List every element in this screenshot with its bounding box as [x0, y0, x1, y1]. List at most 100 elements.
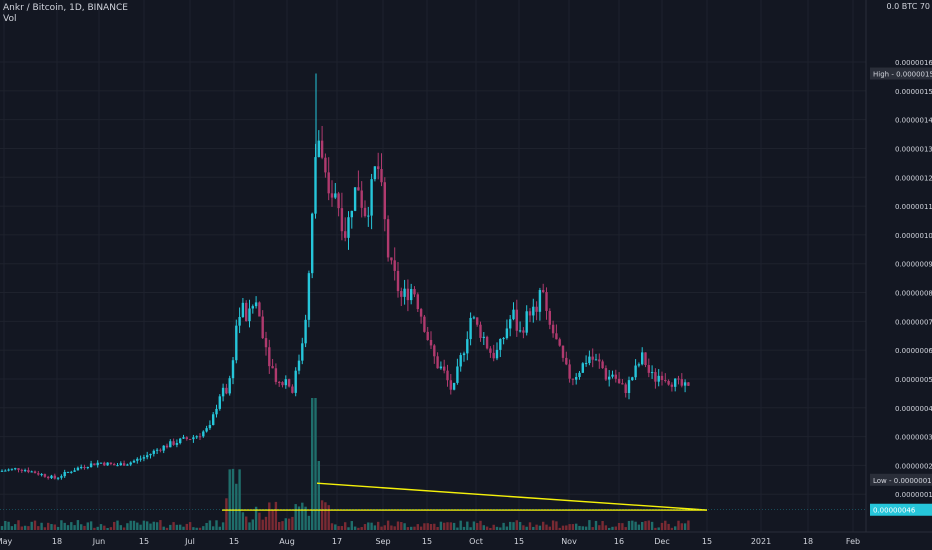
candle-body — [20, 469, 23, 471]
candle-body — [337, 193, 340, 209]
volume-bar — [568, 524, 571, 530]
candle-body — [479, 324, 482, 338]
candle-body — [584, 363, 588, 365]
x-tick-label: 18 — [803, 537, 813, 546]
volume-bar — [515, 520, 518, 530]
volume-bar — [350, 521, 353, 530]
candle-body — [548, 310, 551, 325]
candle-body — [677, 378, 680, 380]
candle-body — [172, 441, 175, 445]
candle-body — [30, 471, 33, 473]
volume-bar — [538, 525, 542, 530]
volume-bar — [578, 525, 581, 530]
candle-body — [363, 207, 367, 217]
volume-bar — [188, 522, 192, 530]
candle-body — [63, 471, 66, 477]
volume-bar — [261, 519, 264, 530]
volume-bar — [492, 524, 495, 530]
volume-bar — [683, 523, 687, 530]
volume-bar — [571, 524, 575, 530]
candle-body — [436, 356, 439, 369]
candle-body — [657, 375, 660, 382]
volume-bar — [287, 518, 291, 530]
candle-body — [314, 157, 317, 214]
x-tick-label: 2021 — [751, 537, 771, 546]
volume-bar — [47, 522, 50, 530]
high-price-tag: High - 0.00000156 — [873, 71, 932, 79]
volume-bar — [198, 527, 202, 530]
time-axis: May 18 Jun 15 Jul 15 Aug 17 Sep 15 Oct 15 Nov 16 Dec 15… — [0, 531, 932, 546]
volume-bar — [152, 521, 155, 530]
candle-body — [139, 458, 142, 460]
candle-body — [159, 449, 162, 451]
volume-bar — [367, 522, 370, 530]
volume-bar — [403, 523, 406, 530]
volume-bar — [518, 521, 522, 530]
volume-bar — [499, 527, 502, 530]
candle-body — [624, 384, 627, 394]
volume-bar — [27, 526, 30, 530]
candle-body — [377, 166, 380, 170]
candle-body — [650, 372, 654, 374]
volume-bar — [419, 526, 423, 530]
volume-bar — [641, 521, 644, 530]
volume-bar — [594, 520, 598, 530]
volume-bar — [452, 522, 456, 530]
candle-body — [0, 470, 4, 472]
candle-body — [538, 290, 542, 312]
volume-bar — [380, 526, 383, 530]
candle-body — [251, 306, 254, 309]
candle-body — [264, 338, 268, 348]
candle-body — [423, 316, 426, 332]
candle-body — [235, 325, 238, 361]
candle-body — [93, 463, 96, 466]
volume-bar — [396, 521, 400, 530]
candle-body — [80, 467, 83, 469]
candle-body — [33, 471, 37, 474]
candle-body — [287, 379, 291, 387]
volume-bar — [654, 527, 657, 530]
volume-bar — [63, 522, 66, 530]
candle-body — [50, 475, 53, 479]
volume-bar — [324, 502, 327, 530]
candle-body — [396, 270, 400, 292]
candle-body — [258, 302, 261, 317]
volume-bar — [297, 506, 301, 530]
volume-bar — [162, 526, 165, 530]
volume-bar — [248, 522, 251, 530]
candle-body — [116, 465, 119, 467]
volume-bar — [215, 520, 218, 530]
triangle-trendlines — [0, 482, 866, 511]
candle-body — [512, 309, 515, 320]
candle-body — [594, 359, 598, 361]
volume-bar — [159, 520, 162, 530]
candle-body — [462, 353, 466, 356]
candle-body — [304, 319, 307, 344]
candle-body — [568, 364, 571, 379]
volume-bar — [433, 523, 436, 530]
volume-bar — [383, 525, 386, 530]
volume-bar — [113, 521, 116, 530]
x-tick-label: 15 — [514, 537, 524, 546]
volume-bar — [410, 526, 413, 530]
x-tick-label: Feb — [846, 537, 860, 546]
volume-bar — [581, 526, 584, 530]
candle-body — [218, 396, 221, 409]
volume-bar — [271, 510, 274, 530]
current-price-tag-bg — [870, 503, 932, 516]
volume-bar — [377, 521, 380, 530]
x-tick-label: Oct — [469, 537, 483, 546]
candle-body — [644, 352, 647, 366]
candle-body — [99, 462, 103, 464]
volume-bar — [264, 516, 268, 530]
x-tick-label: 15 — [702, 537, 712, 546]
volume-bar — [532, 526, 535, 530]
volume-bar — [86, 522, 89, 530]
candle-body — [545, 292, 548, 311]
candle-body — [446, 370, 449, 381]
candle-body — [611, 374, 614, 377]
candle-body — [406, 288, 410, 301]
